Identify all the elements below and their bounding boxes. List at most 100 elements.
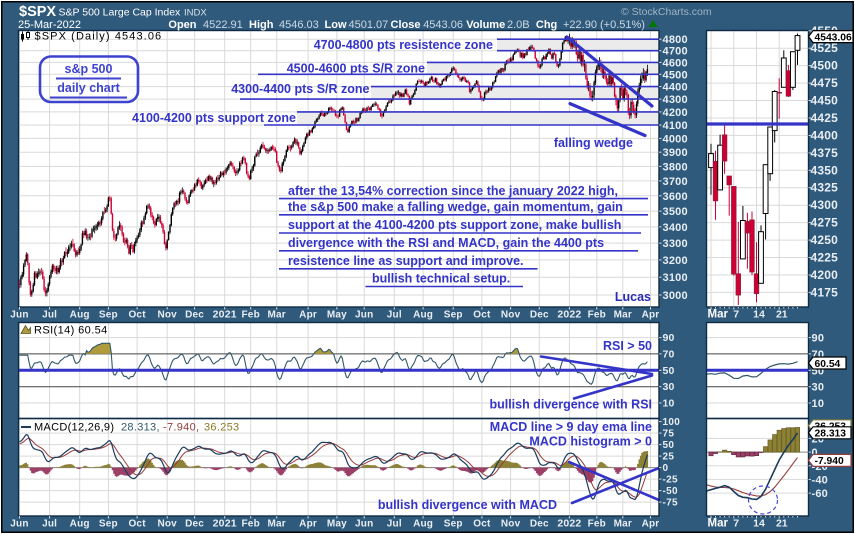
svg-text:Apr: Apr [642, 310, 660, 321]
svg-text:4525: 4525 [811, 41, 839, 55]
svg-text:daily chart: daily chart [57, 81, 120, 95]
svg-text:28.313: 28.313 [815, 429, 847, 440]
svg-text:Mar: Mar [614, 519, 632, 530]
svg-text:Volume: Volume [466, 19, 505, 31]
svg-text:4200: 4200 [811, 268, 839, 282]
svg-text:Mar: Mar [614, 310, 632, 321]
svg-text:falling wedge: falling wedge [554, 136, 633, 150]
svg-text:s&p 500: s&p 500 [65, 62, 113, 76]
svg-text:Mar: Mar [268, 519, 286, 530]
svg-text:100: 100 [663, 417, 681, 428]
svg-text:2022: 2022 [557, 309, 581, 321]
svg-text:resistence line as support and: resistence line as support and improve. [288, 254, 524, 268]
svg-text:0: 0 [812, 447, 818, 459]
svg-text:May: May [327, 519, 347, 530]
svg-text:Jul: Jul [42, 519, 57, 530]
svg-text:Oct: Oct [128, 310, 146, 321]
svg-text:MACD histogram > 0: MACD histogram > 0 [529, 434, 652, 448]
svg-text:Nov: Nov [157, 519, 177, 530]
svg-text:30: 30 [663, 381, 675, 393]
svg-text:-40: -40 [812, 474, 829, 486]
svg-text:2021: 2021 [213, 518, 237, 530]
svg-text:Aug: Aug [413, 310, 433, 321]
svg-text:3200: 3200 [663, 255, 688, 267]
svg-text:Mar: Mar [708, 518, 729, 530]
svg-text:10: 10 [812, 398, 825, 410]
svg-text:50: 50 [663, 440, 675, 451]
svg-text:Dec: Dec [530, 310, 549, 321]
svg-text:MACD(12,26,9): MACD(12,26,9) [34, 422, 114, 434]
svg-text:RSI > 50: RSI > 50 [603, 339, 652, 353]
svg-text:2.0B: 2.0B [507, 19, 530, 31]
svg-text:30: 30 [812, 382, 825, 394]
svg-text:3700: 3700 [663, 176, 688, 188]
svg-text:3800: 3800 [663, 161, 688, 173]
svg-text:4325: 4325 [811, 181, 839, 195]
svg-text:4501.07: 4501.07 [349, 19, 389, 31]
svg-text:Feb: Feb [242, 519, 260, 530]
svg-text:4500-4600 pts S/R zone: 4500-4600 pts S/R zone [287, 62, 425, 76]
svg-text:4546.03: 4546.03 [279, 19, 319, 31]
svg-text:Oct: Oct [473, 519, 491, 530]
svg-text:4300: 4300 [663, 94, 688, 106]
svg-text:Dec: Dec [185, 310, 204, 321]
svg-text:3600: 3600 [663, 191, 688, 203]
svg-text:-60: -60 [812, 488, 829, 500]
svg-text:90: 90 [663, 332, 675, 344]
svg-text:Aug: Aug [413, 519, 433, 530]
svg-text:Chg: Chg [536, 19, 557, 31]
svg-text:Apr: Apr [642, 519, 660, 530]
svg-text:-75: -75 [663, 498, 678, 509]
svg-text:4350: 4350 [811, 163, 839, 177]
svg-text:Jun: Jun [10, 519, 28, 530]
svg-text:the s&p 500 make a falling wed: the s&p 500 make a falling wedge, gain m… [288, 200, 623, 214]
svg-text:-25: -25 [663, 475, 678, 486]
svg-text:Sep: Sep [99, 519, 118, 530]
svg-text:21: 21 [776, 309, 788, 321]
svg-text:4400: 4400 [663, 82, 688, 94]
svg-text:Nov: Nov [157, 310, 177, 321]
svg-text:May: May [327, 310, 347, 321]
svg-text:60.54: 60.54 [815, 359, 841, 370]
svg-text:3500: 3500 [663, 206, 688, 218]
svg-text:Aug: Aug [70, 519, 90, 530]
svg-text:4425: 4425 [811, 111, 839, 125]
svg-text:4300: 4300 [811, 198, 839, 212]
svg-text:3300: 3300 [663, 238, 688, 250]
svg-text:-7.940,: -7.940, [163, 422, 199, 434]
svg-text:Oct: Oct [128, 519, 146, 530]
svg-text:50: 50 [663, 365, 675, 377]
svg-text:bullish divergence with MACD: bullish divergence with MACD [378, 498, 557, 512]
svg-text:2021: 2021 [213, 309, 237, 321]
svg-text:after the 13,54% correction si: after the 13,54% correction since the ja… [288, 184, 618, 198]
svg-text:bullish technical setup.: bullish technical setup. [372, 272, 510, 286]
svg-text:10: 10 [663, 398, 675, 410]
svg-text:4225: 4225 [811, 251, 839, 265]
svg-text:High: High [249, 19, 274, 31]
svg-text:RSI(14) 60.54: RSI(14) 60.54 [34, 325, 108, 337]
svg-text:Jul: Jul [42, 310, 57, 321]
svg-text:21: 21 [776, 518, 788, 530]
svg-text:4500: 4500 [811, 59, 839, 73]
svg-text:4500: 4500 [663, 69, 688, 81]
svg-text:Feb: Feb [588, 519, 606, 530]
svg-text:4250: 4250 [811, 233, 839, 247]
svg-text:$SPX: $SPX [19, 4, 56, 20]
svg-text:Apr: Apr [299, 519, 317, 530]
svg-text:+22.90 (+0.51%): +22.90 (+0.51%) [563, 19, 645, 31]
svg-text:70: 70 [663, 348, 675, 360]
svg-text:Apr: Apr [299, 310, 317, 321]
svg-text:28.313,: 28.313, [121, 422, 160, 434]
svg-text:4200: 4200 [663, 107, 688, 119]
svg-text:3400: 3400 [663, 222, 688, 234]
svg-text:4100: 4100 [663, 120, 688, 132]
svg-text:14: 14 [753, 309, 765, 321]
svg-text:4600: 4600 [663, 57, 688, 69]
svg-text:Jul: Jul [387, 310, 402, 321]
svg-text:4175: 4175 [811, 285, 839, 299]
svg-text:INDX: INDX [184, 8, 207, 19]
svg-text:14: 14 [753, 518, 765, 530]
svg-text:© StockCharts.com: © StockCharts.com [621, 6, 712, 18]
svg-text:Jun: Jun [10, 310, 28, 321]
svg-text:0: 0 [663, 463, 669, 474]
